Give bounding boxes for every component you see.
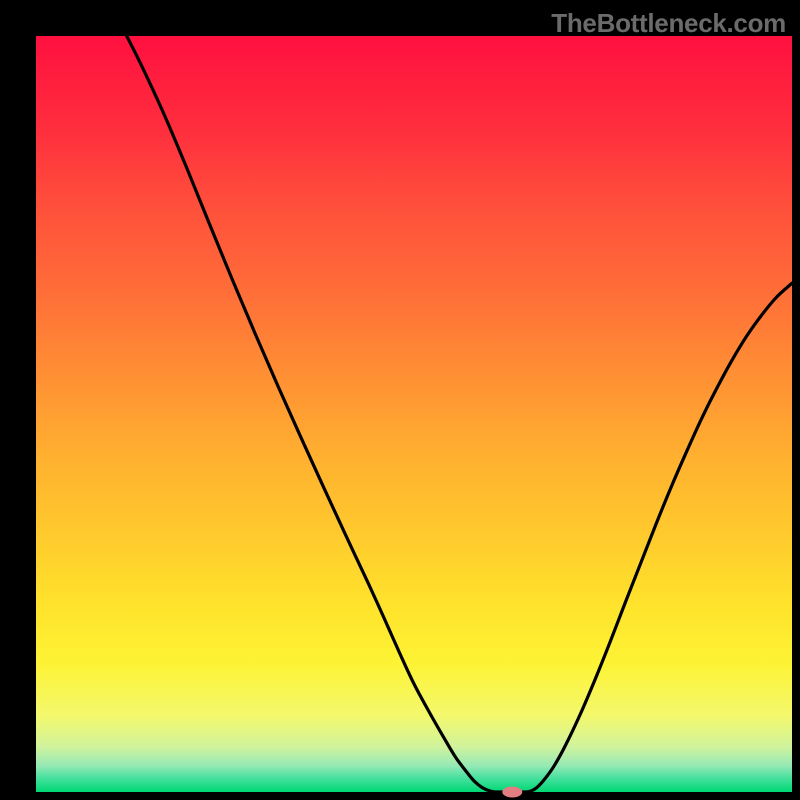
optimal-point-marker	[502, 787, 522, 798]
chart-canvas: TheBottleneck.com	[0, 0, 800, 800]
bottleneck-curve-chart	[0, 0, 800, 800]
chart-plot-area	[36, 36, 792, 792]
watermark-text: TheBottleneck.com	[551, 8, 786, 39]
